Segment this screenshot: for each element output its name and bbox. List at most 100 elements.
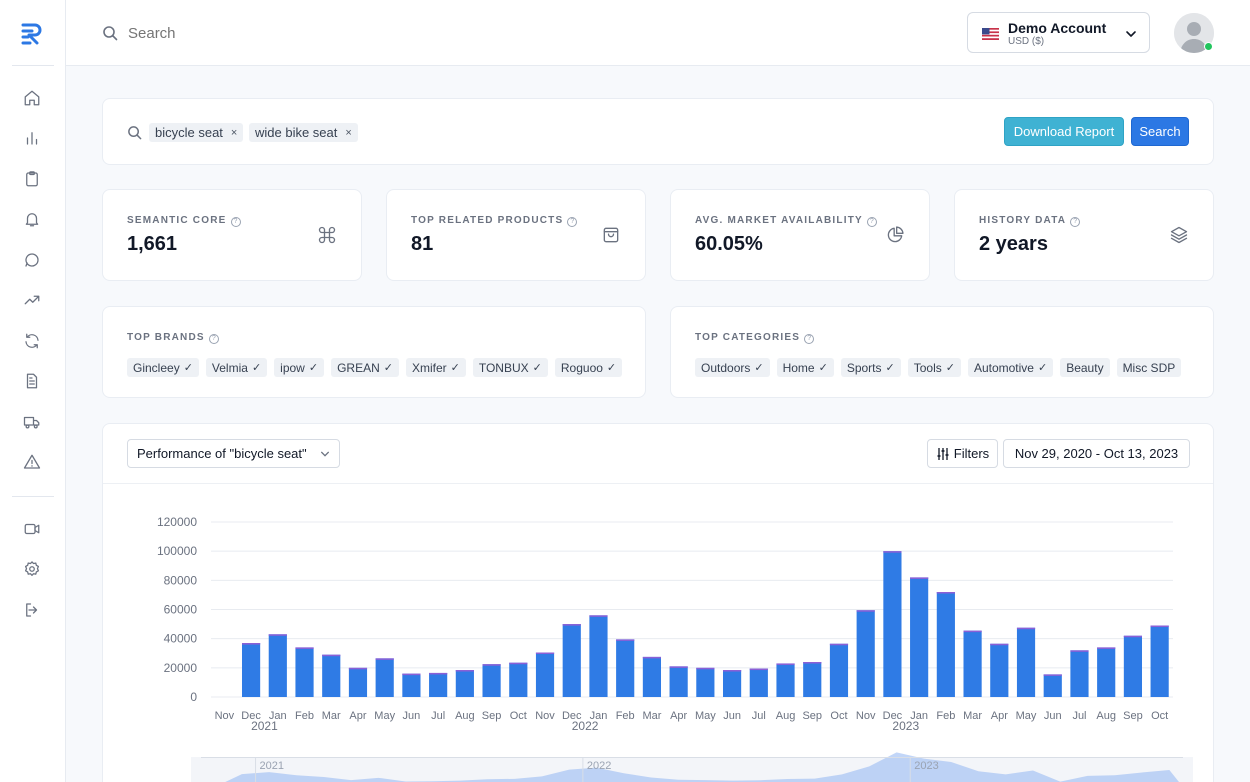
category-tag[interactable]: Tools ✓ [907,358,961,377]
brand-tag[interactable]: Xmifer ✓ [405,358,466,377]
stat-value: 81 [411,233,434,255]
bar [402,673,421,697]
check-icon: ✓ [308,362,319,374]
bar-top-edge [696,667,715,670]
x-tick-label: Jul [431,710,445,722]
bar-top-edge [295,647,314,649]
y-tick-label: 40000 [164,632,198,646]
refresh-icon[interactable] [22,331,42,351]
settings-icon[interactable] [22,559,42,579]
bar-chart-icon[interactable] [22,128,42,148]
help-icon[interactable]: ? [804,334,815,344]
message-icon[interactable] [22,250,42,270]
category-tag[interactable]: Outdoors ✓ [695,358,770,377]
performance-keyword-select[interactable]: Performance of "bicycle seat" [127,439,340,468]
document-icon[interactable] [22,371,42,391]
bar-top-edge [776,663,795,665]
bar [1097,647,1116,697]
stat-label: TOP RELATED PRODUCTS? [411,215,578,227]
category-tag[interactable]: Automotive ✓ [967,358,1054,377]
x-tick-label: Aug [1096,710,1116,722]
home-icon[interactable] [22,88,42,108]
navigator-area [225,752,1179,782]
search-input[interactable] [128,22,428,44]
bar [1043,674,1062,697]
brand-tag[interactable]: Roguoo ✓ [554,358,623,377]
trending-up-icon[interactable] [22,290,42,310]
search-button[interactable]: Search [1131,117,1189,146]
brand-logo-icon[interactable] [20,20,46,46]
stat-label: HISTORY DATA? [979,215,1081,227]
stat-card-history-data: HISTORY DATA? 2 years [954,189,1214,281]
bar [589,615,608,697]
stat-value: 1,661 [127,233,178,255]
help-icon[interactable]: ? [208,334,219,344]
brand-tag[interactable]: Gincleey ✓ [127,358,199,377]
stat-value: 2 years [979,233,1048,255]
help-icon[interactable]: ? [567,217,578,227]
filters-button[interactable]: Filters [927,439,998,468]
bar-top-edge [1097,647,1116,649]
stat-label-text: TOP RELATED PRODUCTS [411,215,564,226]
top-brands-title-text: TOP BRANDS [127,332,205,343]
date-range-picker[interactable]: Nov 29, 2020 - Oct 13, 2023 [1003,439,1190,468]
bar [616,639,635,697]
alert-icon[interactable] [22,452,42,472]
brand-tag[interactable]: GREAN ✓ [331,358,399,377]
bar-top-edge [402,673,421,676]
category-tag[interactable]: Home ✓ [776,358,834,377]
remove-keyword-button[interactable]: × [230,126,238,139]
avatar[interactable] [1174,13,1214,53]
sidebar-divider [12,65,54,66]
bar [669,666,688,697]
x-tick-label: May [695,710,716,722]
x-tick-label: Apr [991,710,1008,722]
bar-top-edge [990,643,1009,646]
logout-icon[interactable] [22,600,42,620]
top-categories-title: TOP CATEGORIES? [695,332,815,344]
brand-tag-label: Xmifer [411,360,447,375]
bar [910,577,929,697]
remove-keyword-button[interactable]: × [345,126,352,139]
brand-tag-label: GREAN [337,360,380,375]
help-icon[interactable]: ? [230,217,241,227]
video-icon[interactable] [22,519,42,539]
category-tag[interactable]: Beauty [1060,358,1110,377]
y-tick-label: 80000 [164,573,198,587]
navigator-year-label: 2021 [260,760,284,772]
help-icon[interactable]: ? [866,217,877,227]
help-icon[interactable]: ? [1070,217,1081,227]
x-tick-label: Mar [642,710,661,722]
bar [776,663,795,697]
brand-tag[interactable]: ipow ✓ [274,358,325,377]
bar [642,656,662,697]
brand-tag[interactable]: TONBUX ✓ [472,358,548,377]
y-tick-label: 60000 [164,603,198,617]
brand-tag[interactable]: Velmia ✓ [205,358,268,377]
download-report-button[interactable]: Download Report [1004,117,1124,146]
bar-top-edge [910,577,929,579]
x-tick-label: Jun [1044,710,1062,722]
clipboard-icon[interactable] [22,169,42,189]
bar-top-edge [936,592,955,594]
account-selector[interactable]: Demo Account USD ($) [967,12,1150,53]
command-icon [317,225,337,245]
bar [1123,635,1143,697]
stat-card-top-related-products: TOP RELATED PRODUCTS? 81 [386,189,646,281]
brand-tag-label: Roguoo [560,360,603,375]
bar-top-edge [883,551,902,553]
check-icon: ✓ [885,362,895,374]
bell-icon[interactable] [22,209,42,229]
truck-icon[interactable] [22,412,42,432]
brand-tag-label: Velmia [211,360,248,375]
bar [936,592,955,697]
bar [990,643,1009,697]
category-tag[interactable]: Sports ✓ [840,358,901,377]
category-tag[interactable]: Misc SDP [1116,358,1182,377]
bar-top-edge [482,664,501,666]
bar [535,652,555,697]
check-icon: ✓ [1037,362,1048,374]
bar [375,658,394,697]
top-categories-title-text: TOP CATEGORIES [695,332,801,343]
bar [856,610,875,697]
